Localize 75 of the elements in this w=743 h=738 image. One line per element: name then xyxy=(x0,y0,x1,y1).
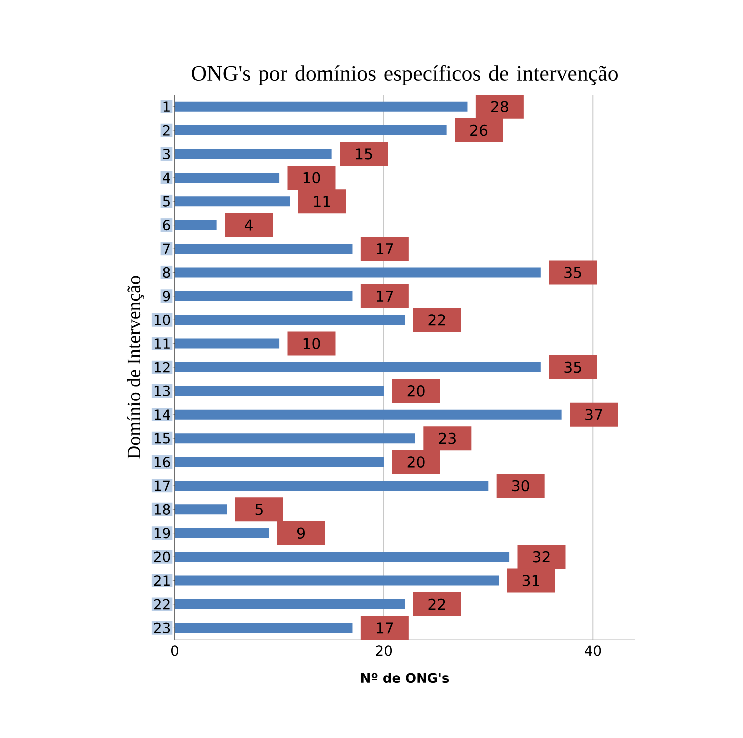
bar xyxy=(175,315,406,326)
y-tick-label: 2 xyxy=(163,125,170,136)
data-label: 26 xyxy=(470,124,488,136)
bar xyxy=(175,244,353,254)
bar xyxy=(175,149,332,160)
chart-title: ONG's por domínios específicos de intervenção xyxy=(192,65,618,86)
y-tick-label: 16 xyxy=(154,457,170,468)
y-tick-label: 19 xyxy=(154,528,170,539)
y-tick-label: 10 xyxy=(154,314,170,326)
data-label: 32 xyxy=(533,551,550,563)
y-tick-label: 6 xyxy=(163,220,170,231)
data-label: 35 xyxy=(564,267,582,278)
bar xyxy=(175,623,353,634)
data-label: 10 xyxy=(304,172,320,184)
data-label: 35 xyxy=(564,362,582,374)
data-label: 17 xyxy=(377,290,394,302)
y-tick-label: 22 xyxy=(154,599,170,610)
bar xyxy=(175,386,384,396)
bar xyxy=(175,126,447,136)
bar xyxy=(175,410,562,420)
y-tick-label: 15 xyxy=(154,433,170,444)
data-label: 10 xyxy=(304,338,320,350)
data-label: 5 xyxy=(256,504,263,516)
data-label: 15 xyxy=(356,148,372,160)
data-label: 20 xyxy=(408,456,425,468)
bar xyxy=(175,362,541,373)
data-label: 23 xyxy=(439,432,456,444)
bar xyxy=(175,102,468,112)
data-label: 28 xyxy=(492,101,508,113)
x-tick-label: 40 xyxy=(584,646,602,656)
y-tick-label: 21 xyxy=(154,576,170,586)
y-tick-label: 9 xyxy=(163,291,170,302)
y-tick-label: 7 xyxy=(163,244,170,254)
y-tick-label: 14 xyxy=(154,410,170,420)
bar xyxy=(175,504,228,515)
data-label: 22 xyxy=(428,598,446,610)
bar xyxy=(175,172,280,183)
bar xyxy=(175,552,510,562)
data-label: 30 xyxy=(512,480,530,492)
y-tick-label: 20 xyxy=(154,552,170,562)
y-tick-label: 5 xyxy=(163,196,170,207)
bar xyxy=(175,268,541,278)
bar xyxy=(175,291,353,302)
data-label: 4 xyxy=(245,220,253,231)
x-tick-label: 0 xyxy=(171,646,179,656)
data-label: 37 xyxy=(586,409,602,421)
bar xyxy=(175,220,217,230)
data-label: 20 xyxy=(408,386,425,397)
y-tick-label: 23 xyxy=(154,622,170,634)
y-tick-label: 4 xyxy=(162,172,170,184)
y-tick-label: 3 xyxy=(163,148,170,160)
data-label: 9 xyxy=(297,528,305,540)
bar xyxy=(175,434,416,444)
y-tick-label: 18 xyxy=(154,504,170,515)
data-label: 22 xyxy=(428,314,446,326)
data-label: 17 xyxy=(377,244,394,254)
y-tick-label: 11 xyxy=(154,338,170,349)
bar xyxy=(175,196,290,207)
bar xyxy=(175,338,280,349)
data-label: 17 xyxy=(377,622,394,634)
y-tick-label: 13 xyxy=(154,386,170,396)
y-tick-label: 17 xyxy=(154,480,170,492)
x-axis-title: Nº de ONG's xyxy=(362,673,450,684)
y-tick-label: 12 xyxy=(154,362,170,373)
bar xyxy=(175,528,270,538)
data-label: 31 xyxy=(522,575,540,586)
bar xyxy=(175,480,489,491)
y-tick-label: 8 xyxy=(163,267,170,278)
bar xyxy=(175,576,500,586)
bar xyxy=(175,599,406,610)
y-tick-label: 1 xyxy=(164,102,170,112)
data-label: 11 xyxy=(314,196,330,208)
y-axis-title: Domínio de Intervenção xyxy=(127,276,144,459)
bar xyxy=(175,457,384,468)
x-tick-label: 20 xyxy=(376,646,392,656)
